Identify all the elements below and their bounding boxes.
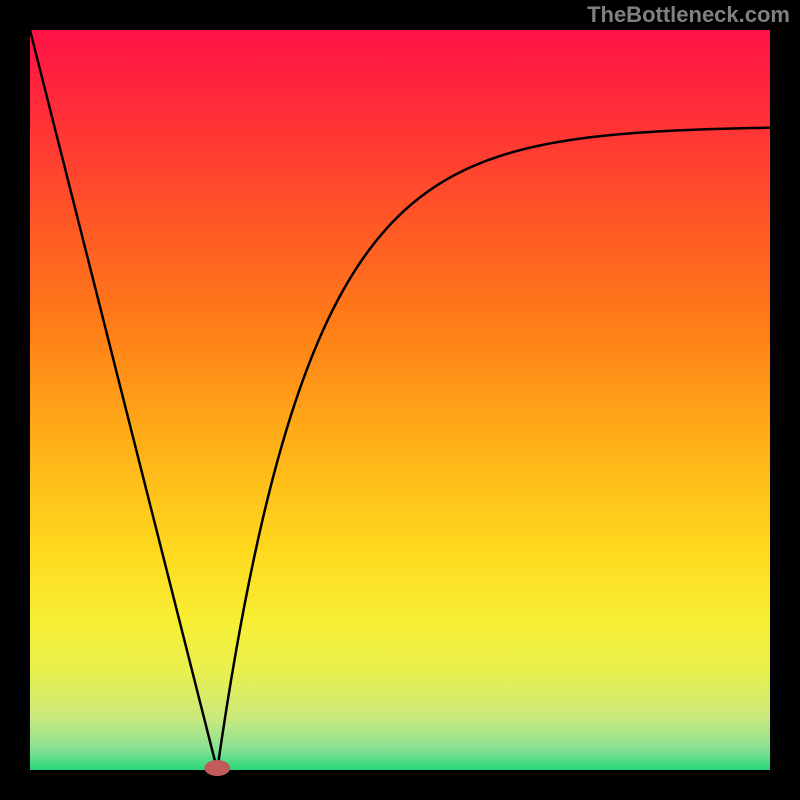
watermark-text: TheBottleneck.com (587, 2, 790, 28)
bottleneck-chart (0, 0, 800, 800)
chart-background (30, 30, 770, 770)
optimal-marker (204, 760, 230, 776)
